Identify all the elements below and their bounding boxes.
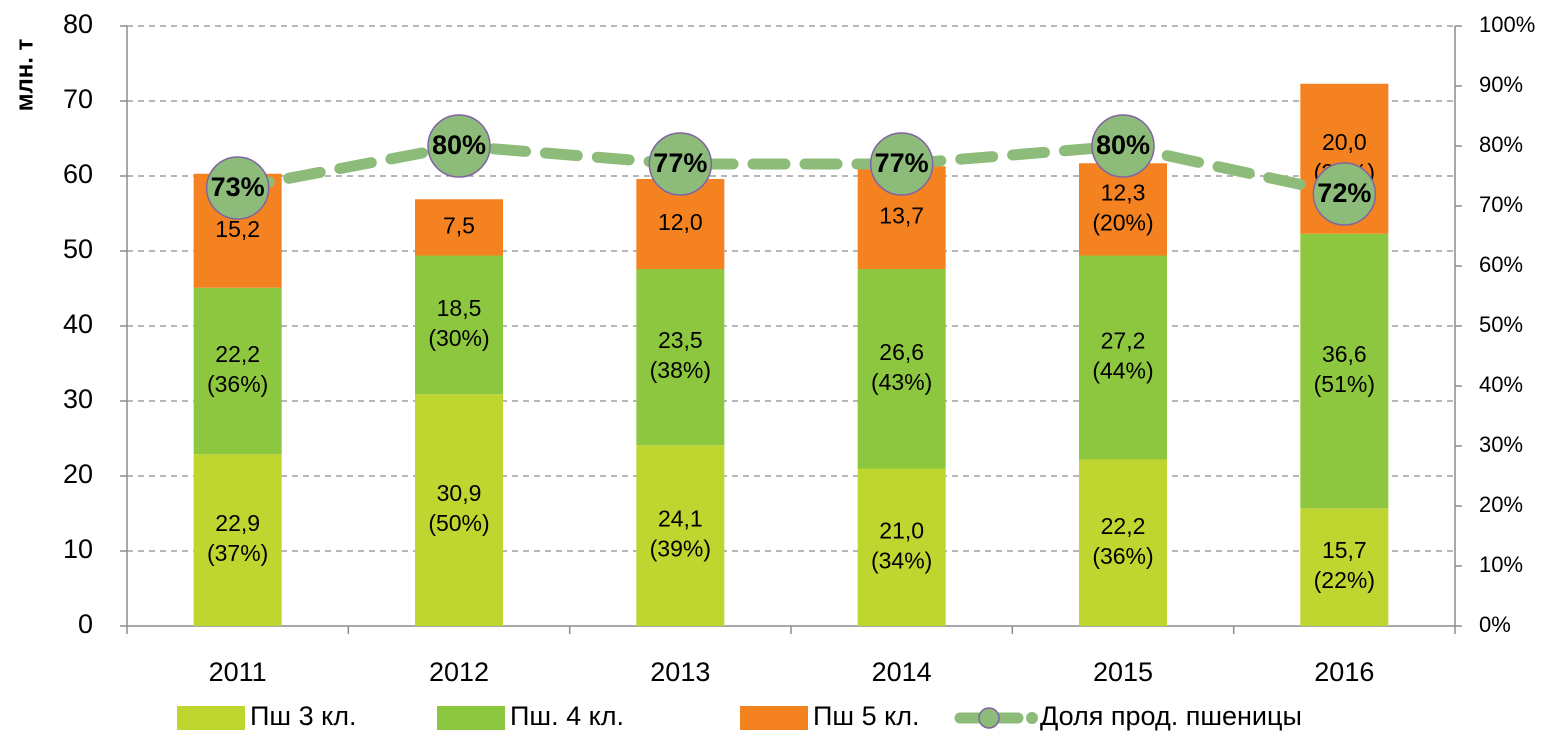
- x-tick-label: 2012: [429, 657, 489, 687]
- legend-label: Пш. 4 кл.: [510, 701, 624, 731]
- y-tick-label: 60: [63, 159, 93, 189]
- share-label: (50%): [428, 510, 489, 536]
- share-label: (36%): [1092, 543, 1153, 569]
- x-tick-label: 2014: [872, 657, 932, 687]
- y-tick-label: 80: [63, 9, 93, 39]
- x-tick-label: 2011: [209, 657, 267, 687]
- data-label: 15,7: [1322, 537, 1367, 563]
- legend-swatch: [437, 706, 505, 730]
- data-label: 24,1: [658, 506, 703, 532]
- y-tick-label: 50: [63, 234, 93, 264]
- bar-segment: [636, 445, 725, 626]
- line-label: 77%: [653, 148, 707, 178]
- y-tick-label: 30: [63, 384, 93, 414]
- data-label: 26,6: [879, 339, 924, 365]
- share-label: (20%): [1092, 209, 1153, 235]
- data-label: 27,2: [1101, 328, 1146, 354]
- line-label: 80%: [1096, 130, 1150, 160]
- x-tick-label: 2016: [1314, 657, 1374, 687]
- y-axis-label: млн. т: [11, 38, 38, 111]
- bar-segment: [415, 394, 503, 626]
- share-label: (22%): [1314, 567, 1375, 593]
- bar-segment: [1079, 163, 1167, 256]
- share-label: (44%): [1092, 358, 1153, 384]
- x-tick-label: 2013: [650, 657, 710, 687]
- y2-tick-label: 60%: [1479, 252, 1523, 277]
- share-label: (38%): [650, 357, 711, 383]
- y2-tick-label: 30%: [1479, 432, 1523, 457]
- line-label: 80%: [432, 130, 486, 160]
- bar-segment: [636, 269, 725, 446]
- data-label: 20,0: [1322, 129, 1367, 155]
- y2-tick-label: 100%: [1479, 12, 1535, 37]
- bar-segment: [193, 287, 282, 455]
- share-label: (37%): [207, 540, 268, 566]
- bar-segment: [1079, 459, 1167, 626]
- y-tick-label: 70: [63, 84, 93, 114]
- y2-tick-label: 50%: [1479, 312, 1523, 337]
- bar-segment: [1079, 255, 1167, 460]
- share-label: (51%): [1314, 371, 1375, 397]
- data-label: 22,2: [215, 341, 260, 367]
- data-label: 22,2: [1101, 513, 1146, 539]
- y-tick-label: 10: [63, 534, 93, 564]
- data-label: 18,5: [437, 295, 482, 321]
- line-marker: [648, 132, 713, 196]
- data-label: 36,6: [1322, 341, 1367, 367]
- line-marker: [427, 114, 491, 178]
- line-marker: [205, 156, 270, 220]
- bar-segment: [1300, 508, 1389, 626]
- data-label: 21,0: [879, 517, 924, 543]
- data-label: 13,7: [879, 203, 924, 229]
- legend-label: Доля прод. пшеницы: [1040, 701, 1302, 731]
- share-label: (34%): [871, 547, 932, 573]
- legend-swatch: [177, 706, 245, 730]
- y2-tick-label: 20%: [1479, 492, 1523, 517]
- line-marker: [869, 132, 934, 196]
- line-label: 77%: [875, 148, 929, 178]
- y-tick-label: 20: [63, 459, 93, 489]
- bar-segment: [857, 269, 946, 469]
- data-label: 15,2: [215, 216, 260, 242]
- data-label: 12,0: [658, 209, 703, 235]
- y-tick-label: 0: [78, 609, 93, 639]
- bar-segment: [857, 468, 946, 626]
- y2-tick-label: 80%: [1479, 132, 1523, 157]
- y2-tick-label: 0%: [1479, 612, 1511, 637]
- data-label: 23,5: [658, 327, 703, 353]
- y2-tick-label: 90%: [1479, 72, 1523, 97]
- legend-label: Пш 5 кл.: [813, 701, 919, 731]
- y-tick-label: 40: [63, 309, 93, 339]
- y2-tick-label: 70%: [1479, 192, 1523, 217]
- share-label: (39%): [650, 536, 711, 562]
- line: [232, 140, 1350, 200]
- data-label: 7,5: [443, 212, 475, 238]
- legend-marker: [978, 707, 1000, 729]
- data-label: 12,3: [1101, 179, 1146, 205]
- x-tick-label: 2015: [1093, 657, 1153, 687]
- bar-segment: [415, 255, 503, 395]
- line-label: 73%: [211, 172, 265, 202]
- y2-tick-label: 40%: [1479, 372, 1523, 397]
- share-label: (43%): [871, 369, 932, 395]
- legend-swatch: [740, 706, 808, 730]
- y2-tick-label: 10%: [1479, 552, 1523, 577]
- bar-segment: [415, 199, 503, 256]
- data-label: 30,9: [437, 480, 482, 506]
- line-label: 72%: [1317, 178, 1371, 208]
- bar-segment: [1300, 233, 1389, 509]
- line-marker: [1091, 114, 1155, 178]
- legend-label: Пш 3 кл.: [250, 701, 356, 731]
- legend-dot: [1026, 712, 1038, 724]
- share-label: (36%): [207, 371, 268, 397]
- share-label: (30%): [428, 325, 489, 351]
- bar-segment: [193, 454, 282, 626]
- line-marker: [1312, 162, 1377, 226]
- data-label: 22,9: [215, 510, 260, 536]
